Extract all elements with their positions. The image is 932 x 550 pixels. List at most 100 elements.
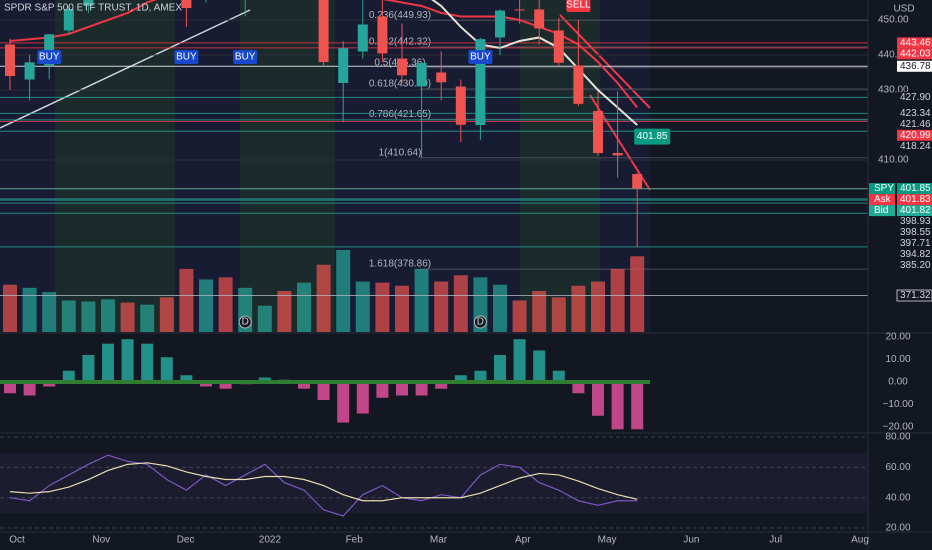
signal-box (468, 50, 493, 64)
candle-body (612, 153, 623, 156)
histogram-bar (219, 381, 232, 389)
volume-bar (277, 291, 292, 332)
candle-body (573, 65, 584, 104)
volume-bar (297, 282, 311, 332)
level-tag-box (897, 140, 932, 152)
candle-body (181, 0, 192, 9)
level-tag-box (897, 194, 932, 206)
y-tick-label: 10.00 (885, 354, 910, 365)
x-tick-label: Aug (851, 535, 869, 546)
candle-body (357, 24, 368, 52)
histogram-bar (62, 370, 75, 382)
histogram-bar (141, 343, 154, 382)
volume-bar (199, 279, 213, 332)
level-tag-box (896, 289, 932, 302)
level-tag-box (897, 37, 932, 49)
dividend-marker (238, 315, 252, 329)
x-tick-label: 2022 (259, 535, 282, 546)
volume-bar (179, 268, 194, 332)
chart-title: SPDR S&P 500 ETF TRUST, 1D, AMEX (4, 3, 182, 14)
level-tag-label: 371.32 (900, 290, 931, 301)
histogram-bar (356, 381, 369, 414)
candle-body (475, 39, 486, 126)
y-tick-label: 410.00 (878, 155, 909, 166)
histogram-bar (415, 381, 428, 396)
y-tick-label: 440.00 (878, 50, 909, 61)
histogram-bar (611, 381, 624, 430)
y-tick-label: 20.00 (885, 523, 910, 534)
candle-body (44, 34, 55, 66)
volume-bar (159, 297, 174, 332)
rsi-pane (0, 436, 868, 529)
level-tag-label: 420.99 (900, 130, 931, 141)
level-tag-label: 423.34 (900, 108, 931, 119)
histogram-bar (200, 381, 212, 387)
histogram-bar (631, 381, 644, 430)
y-tick-label: 80.00 (885, 432, 910, 443)
level-name: Ask (874, 194, 892, 205)
histogram-bar (572, 381, 585, 394)
fib-label: 0.236(449.93) (369, 10, 431, 21)
candle-body (593, 111, 603, 154)
level-tag-box (897, 227, 932, 239)
volume-bar (42, 292, 57, 332)
level-tag-box (897, 249, 932, 261)
volume-bar (493, 284, 507, 332)
candle-body (436, 72, 447, 83)
level-tag-label: 418.24 (900, 141, 931, 152)
volume-bar (512, 300, 527, 332)
candle-body (534, 9, 545, 29)
level-tag-box (897, 129, 932, 141)
level-tag-box (897, 60, 932, 72)
level-name: Bid (874, 205, 888, 216)
histogram-bar (121, 339, 134, 382)
volume-bar (453, 275, 468, 332)
candle-body (377, 16, 388, 54)
level-tag-label: 397.71 (900, 238, 931, 249)
volume-bar (375, 282, 390, 332)
x-tick-label: May (598, 535, 617, 546)
histogram-bar (592, 381, 604, 416)
histogram-bar (317, 381, 330, 401)
dividend-label: D (242, 317, 249, 328)
signal-label: BUY (176, 52, 197, 63)
indicator-line (9, 462, 638, 502)
candle-body (318, 0, 329, 63)
level-tag-label: 443.46 (900, 38, 931, 49)
volume-bar (630, 256, 645, 332)
histogram-bar (513, 339, 526, 382)
level-tag-label: 421.46 (900, 119, 931, 130)
level-tag-box (897, 238, 932, 250)
histogram-bar (43, 381, 56, 387)
y-tick-label: 20.00 (885, 332, 910, 343)
histogram-bar (376, 381, 389, 398)
candle-body (24, 62, 35, 80)
level-tag-label: 394.82 (900, 249, 931, 260)
candle-body (455, 86, 466, 125)
volume-bar (336, 250, 351, 332)
histogram-bar (337, 381, 350, 423)
trend-line (559, 14, 651, 109)
candle-body (632, 174, 643, 189)
volume-bar (257, 305, 272, 332)
candle-body (5, 44, 15, 76)
candle-body (63, 9, 74, 31)
fib-label: 1(410.64) (379, 147, 422, 158)
signal-box (566, 0, 591, 12)
y-tick-label: −20.00 (883, 422, 914, 433)
level-tag-box (897, 205, 932, 217)
x-tick-label: Feb (346, 535, 364, 546)
level-tag-box (897, 183, 932, 195)
histogram-bar (102, 343, 114, 382)
volume-bar (434, 281, 449, 332)
volume-bar (571, 285, 586, 332)
volume-bar (551, 297, 566, 332)
price-pane: 0.236(449.93)0.382(442.32)0.5(436.36)0.6… (0, 0, 868, 332)
level-tag-label: 398.55 (900, 227, 931, 238)
signal-label: BUY (235, 52, 256, 63)
signal-box (37, 50, 62, 64)
level-tag-label: 427.90 (900, 92, 931, 103)
volume-bar (120, 302, 135, 332)
volume-bar (101, 299, 115, 332)
